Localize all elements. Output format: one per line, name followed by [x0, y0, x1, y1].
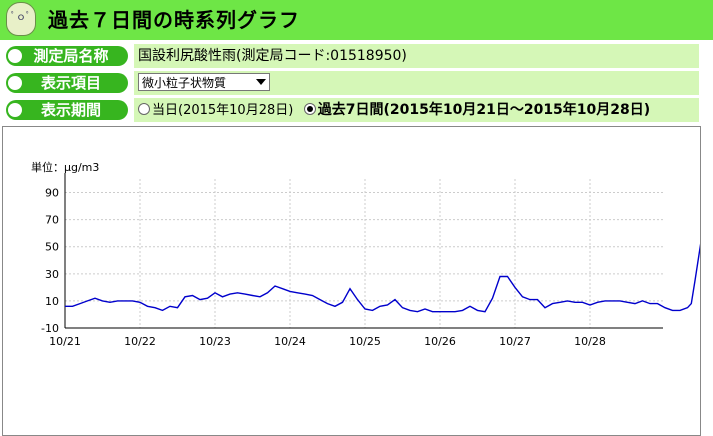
radio-week-label[interactable]: 過去7日間(2015年10月21日～2015年10月28日): [317, 102, 651, 118]
station-row: 測定局名称 国設利尻酸性雨(測定局コード:01518950): [0, 44, 713, 68]
y-tick-label: 90: [45, 187, 59, 200]
x-tick-label: 10/23: [199, 335, 231, 348]
radio-week[interactable]: [303, 103, 316, 115]
x-tick-label: 10/27: [499, 335, 531, 348]
radio-today-label[interactable]: 当日(2015年10月28日): [152, 103, 294, 118]
display-item-value-box: 微小粒子状物質: [134, 71, 699, 95]
radio-today[interactable]: [138, 103, 150, 115]
display-period-value-box: 当日(2015年10月28日) 過去7日間(2015年10月21日～2015年1…: [134, 98, 699, 122]
x-tick-label: 10/28: [574, 335, 606, 348]
display-item-label: 表示項目: [6, 73, 128, 93]
x-tick-label: 10/25: [349, 335, 381, 348]
data-series-line: [65, 243, 700, 313]
station-value: 国設利尻酸性雨(測定局コード:01518950): [138, 48, 407, 64]
mascot-icon: ﾟｏﾟ: [6, 2, 36, 36]
y-tick-label: 70: [45, 214, 59, 227]
station-value-box: 国設利尻酸性雨(測定局コード:01518950): [134, 44, 699, 68]
x-tick-label: 10/24: [274, 335, 306, 348]
bullet-icon: [8, 76, 22, 90]
chart-container: 単位：μg/m3 -10 10 30 50 70 90 10/21 10/22 10/23 10/2…: [2, 126, 701, 436]
bullet-icon: [8, 49, 22, 63]
y-tick-label: -10: [41, 322, 59, 335]
chart-unit-label: 単位：μg/m3: [31, 160, 99, 174]
x-tick-label: 10/22: [124, 335, 156, 348]
x-tick-label: 10/26: [424, 335, 456, 348]
timeseries-chart: 単位：μg/m3 -10 10 30 50 70 90 10/21 10/22 10/23 10/2…: [31, 160, 700, 348]
y-tick-label: 50: [45, 241, 59, 254]
display-period-row: 表示期間 当日(2015年10月28日) 過去7日間(2015年10月21日～2…: [0, 98, 713, 122]
header-bar: ﾟｏﾟ 過去７日間の時系列グラフ: [0, 0, 713, 40]
y-tick-label: 30: [45, 268, 59, 281]
y-tick-label: 10: [45, 295, 59, 308]
chevron-down-icon: [256, 79, 266, 85]
bullet-icon: [8, 103, 22, 117]
display-item-select[interactable]: 微小粒子状物質: [138, 73, 270, 91]
display-period-label: 表示期間: [6, 100, 128, 120]
page-title: 過去７日間の時系列グラフ: [48, 8, 300, 32]
display-item-row: 表示項目 微小粒子状物質: [0, 71, 713, 95]
station-label: 測定局名称: [6, 46, 128, 66]
x-tick-label: 10/21: [49, 335, 81, 348]
